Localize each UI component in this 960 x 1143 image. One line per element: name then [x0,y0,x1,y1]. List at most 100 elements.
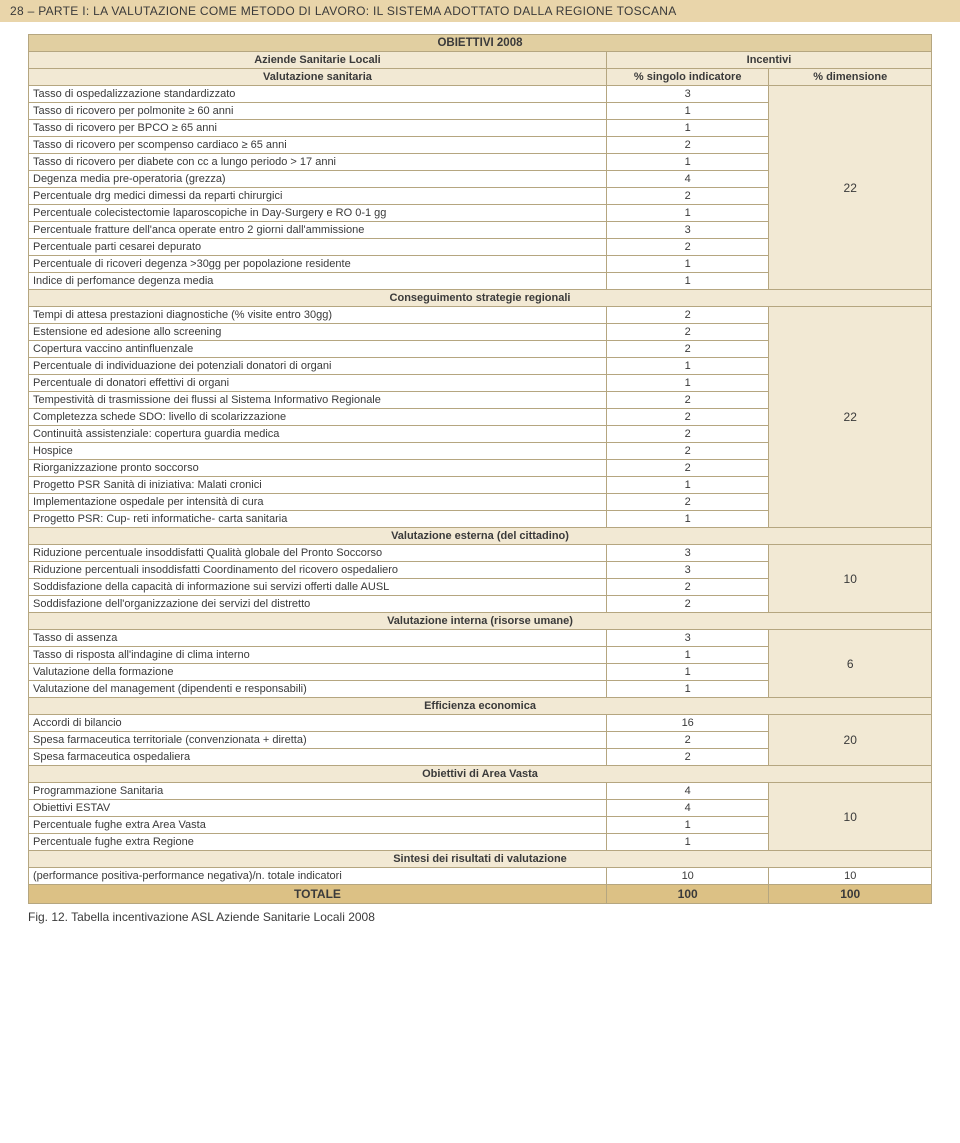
row-value: 3 [606,562,769,579]
row-value: 1 [606,477,769,494]
row-label: Spesa farmaceutica territoriale (convenz… [29,732,607,749]
row-label: Progetto PSR Sanità di iniziativa: Malat… [29,477,607,494]
row-label: Tasso di assenza [29,630,607,647]
row-value: 1 [606,256,769,273]
row-label: Percentuale fughe extra Area Vasta [29,817,607,834]
row-value: 2 [606,392,769,409]
section-dim: 22 [769,307,932,528]
subheader-val: % singolo indicatore [606,69,769,86]
content-wrap: OBIETTIVI 2008Aziende Sanitarie LocaliIn… [0,22,960,940]
row-value: 2 [606,307,769,324]
row-value: 1 [606,511,769,528]
row-value: 4 [606,800,769,817]
row-label: Riduzione percentuali insoddisfatti Coor… [29,562,607,579]
section-dim: 6 [769,630,932,698]
section-header: Efficienza economica [29,698,932,715]
row-value: 16 [606,715,769,732]
row-label: Riduzione percentuale insoddisfatti Qual… [29,545,607,562]
row-label: Tempestività di trasmissione dei flussi … [29,392,607,409]
section-header: Obiettivi di Area Vasta [29,766,932,783]
row-label: Implementazione ospedale per intensità d… [29,494,607,511]
row-label: Tasso di ricovero per scompenso cardiaco… [29,137,607,154]
row-value: 2 [606,732,769,749]
row-label: (performance positiva-performance negati… [29,868,607,885]
row-value: 1 [606,681,769,698]
row-label: Percentuale colecistectomie laparoscopic… [29,205,607,222]
row-label: Accordi di bilancio [29,715,607,732]
section-dim: 22 [769,86,932,290]
row-value: 2 [606,324,769,341]
row-value: 2 [606,239,769,256]
row-label: Degenza media pre-operatoria (grezza) [29,171,607,188]
section-header: Conseguimento strategie regionali [29,290,932,307]
row-value: 2 [606,341,769,358]
row-label: Tasso di ospedalizzazione standardizzato [29,86,607,103]
row-value: 1 [606,834,769,851]
row-label: Completezza schede SDO: livello di scola… [29,409,607,426]
row-label: Percentuale fughe extra Regione [29,834,607,851]
banner-title: OBIETTIVI 2008 [29,35,932,52]
section-header: Sintesi dei risultati di valutazione [29,851,932,868]
row-value: 1 [606,205,769,222]
row-value: 1 [606,358,769,375]
row-value: 2 [606,494,769,511]
row-label: Indice di perfomance degenza media [29,273,607,290]
row-label: Percentuale drg medici dimessi da repart… [29,188,607,205]
page-header: 28 – PARTE I: LA VALUTAZIONE COME METODO… [0,0,960,22]
row-label: Percentuale parti cesarei depurato [29,239,607,256]
row-label: Copertura vaccino antinfluenzale [29,341,607,358]
section-header: Valutazione esterna (del cittadino) [29,528,932,545]
row-label: Percentuale di individuazione dei potenz… [29,358,607,375]
section-header: Valutazione interna (risorse umane) [29,613,932,630]
section-dim: 20 [769,715,932,766]
row-value: 3 [606,630,769,647]
row-value: 1 [606,817,769,834]
row-label: Valutazione della formazione [29,664,607,681]
row-label: Hospice [29,443,607,460]
row-label: Soddisfazione dell'organizzazione dei se… [29,596,607,613]
row-value: 2 [606,460,769,477]
col-header-right: Incentivi [606,52,931,69]
total-label: TOTALE [29,885,607,904]
row-label: Tasso di ricovero per polmonite ≥ 60 ann… [29,103,607,120]
row-label: Progetto PSR: Cup- reti informatiche- ca… [29,511,607,528]
section-dim: 10 [769,783,932,851]
row-value: 2 [606,443,769,460]
row-value: 1 [606,273,769,290]
row-value: 2 [606,137,769,154]
row-value: 3 [606,545,769,562]
total-val: 100 [606,885,769,904]
row-label: Programmazione Sanitaria [29,783,607,800]
row-value: 10 [606,868,769,885]
row-label: Tasso di risposta all'indagine di clima … [29,647,607,664]
row-value: 2 [606,749,769,766]
row-value: 1 [606,103,769,120]
row-value: 3 [606,222,769,239]
row-label: Continuità assistenziale: copertura guar… [29,426,607,443]
row-value: 1 [606,664,769,681]
row-value: 3 [606,86,769,103]
row-value: 2 [606,188,769,205]
row-value: 1 [606,647,769,664]
row-label: Percentuale fratture dell'anca operate e… [29,222,607,239]
row-label: Soddisfazione della capacità di informaz… [29,579,607,596]
row-value: 2 [606,579,769,596]
row-value: 2 [606,426,769,443]
row-value: 1 [606,120,769,137]
figure-caption: Fig. 12. Tabella incentivazione ASL Azie… [28,910,932,924]
subheader-dim: % dimensione [769,69,932,86]
row-value: 4 [606,783,769,800]
row-label: Riorganizzazione pronto soccorso [29,460,607,477]
row-label: Valutazione del management (dipendenti e… [29,681,607,698]
col-header-left: Aziende Sanitarie Locali [29,52,607,69]
row-value: 2 [606,409,769,426]
row-dim: 10 [769,868,932,885]
row-label: Obiettivi ESTAV [29,800,607,817]
row-value: 4 [606,171,769,188]
row-label: Tasso di ricovero per diabete con cc a l… [29,154,607,171]
row-label: Tasso di ricovero per BPCO ≥ 65 anni [29,120,607,137]
row-label: Tempi di attesa prestazioni diagnostiche… [29,307,607,324]
row-label: Percentuale di donatori effettivi di org… [29,375,607,392]
subheader-title: Valutazione sanitaria [29,69,607,86]
row-value: 1 [606,375,769,392]
